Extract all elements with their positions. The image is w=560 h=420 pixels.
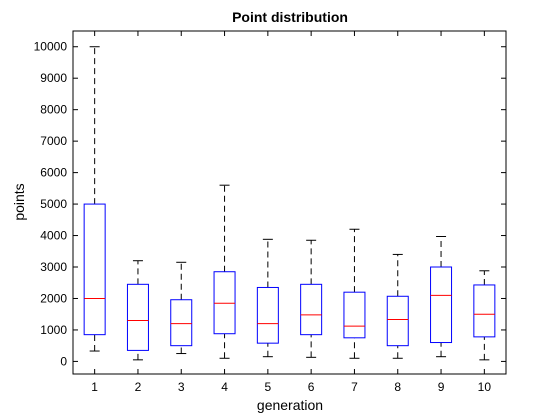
box-iqr bbox=[83, 203, 106, 336]
y-axis: 0 1000 2000 3000 4000 5000 6000 7000 8000 9000 100… bbox=[34, 40, 506, 368]
box-iqr bbox=[473, 284, 496, 338]
y-tick-label: 3000 bbox=[40, 260, 67, 274]
x-tick-label: 2 bbox=[135, 380, 142, 394]
box-series bbox=[83, 46, 496, 361]
y-tick-label: 8000 bbox=[40, 103, 67, 117]
box-iqr bbox=[126, 283, 149, 351]
y-tick-label: 0 bbox=[60, 354, 67, 368]
y-tick-label: 2000 bbox=[40, 291, 67, 305]
x-axis: 1 2 3 4 5 6 7 8 9 10 bbox=[91, 31, 491, 394]
y-tick-label: 9000 bbox=[40, 71, 67, 85]
box-iqr bbox=[343, 291, 366, 339]
x-tick-label: 1 bbox=[91, 380, 98, 394]
y-tick-label: 6000 bbox=[40, 166, 67, 180]
box-group bbox=[83, 46, 106, 352]
x-tick-label: 7 bbox=[351, 380, 358, 394]
box-iqr bbox=[386, 295, 409, 347]
box-group bbox=[300, 239, 323, 358]
box-iqr bbox=[170, 299, 193, 347]
x-tick-label: 3 bbox=[178, 380, 185, 394]
box-group bbox=[126, 260, 149, 361]
plot-area bbox=[72, 30, 507, 375]
x-tick-label: 10 bbox=[478, 380, 492, 394]
box-group bbox=[213, 184, 236, 359]
y-tick-label: 1000 bbox=[40, 323, 67, 337]
y-tick-label: 10000 bbox=[34, 40, 68, 54]
y-axis-label: points bbox=[11, 183, 27, 220]
x-tick-label: 4 bbox=[221, 380, 228, 394]
box-iqr bbox=[300, 283, 323, 336]
x-tick-label: 5 bbox=[265, 380, 272, 394]
x-axis-label: generation bbox=[257, 397, 323, 413]
box-group bbox=[386, 253, 409, 359]
y-tick-label: 4000 bbox=[40, 229, 67, 243]
x-tick-label: 6 bbox=[308, 380, 315, 394]
x-tick-label: 9 bbox=[438, 380, 445, 394]
chart-title: Point distribution bbox=[232, 9, 348, 25]
x-tick-label: 8 bbox=[394, 380, 401, 394]
box-iqr bbox=[430, 266, 453, 344]
box-group bbox=[430, 235, 453, 358]
box-iqr bbox=[256, 286, 279, 344]
box-group bbox=[473, 270, 496, 361]
y-tick-label: 7000 bbox=[40, 134, 67, 148]
box-group bbox=[170, 261, 193, 355]
box-group bbox=[256, 238, 279, 358]
box-group bbox=[343, 228, 366, 359]
y-tick-label: 5000 bbox=[40, 197, 67, 211]
